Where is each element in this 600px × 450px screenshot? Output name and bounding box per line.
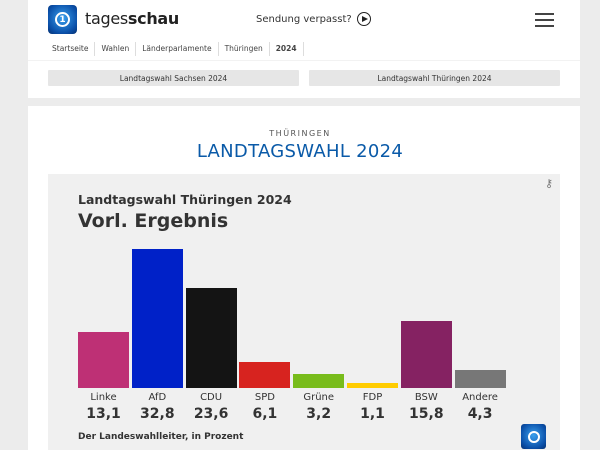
hamburger-icon[interactable] bbox=[535, 13, 554, 31]
party-label: Linke bbox=[90, 392, 117, 403]
missed-label: Sendung verpasst? bbox=[256, 13, 352, 25]
bar-fdp bbox=[347, 383, 398, 388]
share-icon[interactable]: ⚷ bbox=[545, 177, 554, 190]
party-label: BSW bbox=[414, 392, 438, 403]
party-label: Andere bbox=[462, 392, 498, 403]
chart-subtitle: Vorl. Ergebnis bbox=[78, 210, 229, 232]
breadcrumb-item[interactable]: Startseite bbox=[48, 42, 96, 56]
kicker: THÜRINGEN bbox=[269, 129, 331, 138]
ard-logo-icon bbox=[521, 424, 546, 449]
tab-sachsen[interactable]: Landtagswahl Sachsen 2024 bbox=[48, 70, 299, 86]
breadcrumb-item[interactable]: Länderparlamente bbox=[136, 42, 219, 56]
sendung-verpasst-link[interactable]: Sendung verpasst? bbox=[256, 12, 371, 26]
chart-title: Landtagswahl Thüringen 2024 bbox=[78, 192, 292, 207]
party-value: 1,1 bbox=[360, 406, 385, 422]
party-label: AfD bbox=[148, 392, 167, 403]
party-value: 13,1 bbox=[86, 406, 121, 422]
party-label: FDP bbox=[362, 392, 383, 403]
play-icon bbox=[356, 12, 371, 26]
breadcrumb-item[interactable]: Thüringen bbox=[219, 42, 270, 56]
chart-source: Der Landeswahlleiter, in Prozent bbox=[78, 432, 244, 442]
breadcrumb-item[interactable]: Wahlen bbox=[95, 42, 137, 56]
party-value: 3,2 bbox=[306, 406, 332, 422]
party-value: 15,8 bbox=[409, 406, 444, 422]
site-header: 1 tagesschau Sendung verpasst? Startseit… bbox=[28, 0, 580, 98]
party-label: CDU bbox=[200, 392, 223, 403]
tab-thueringen[interactable]: Landtagswahl Thüringen 2024 bbox=[309, 70, 560, 86]
breadcrumb: Startseite Wahlen Länderparlamente Thüri… bbox=[48, 42, 304, 56]
party-value: 6,1 bbox=[252, 406, 278, 422]
bar-cdu bbox=[185, 287, 237, 388]
breadcrumb-item-current: 2024 bbox=[270, 42, 304, 56]
election-chart: ⚷ Landtagswahl Thüringen 2024 Vorl. Erge… bbox=[48, 174, 560, 450]
page-title: LANDTAGSWAHL 2024 bbox=[196, 141, 404, 162]
bar-afd bbox=[131, 248, 183, 388]
tagesschau-logo-icon[interactable]: 1 bbox=[48, 5, 77, 34]
brand-bold: schau bbox=[127, 9, 180, 28]
brand-light: tages bbox=[85, 9, 128, 28]
bar-linke bbox=[78, 332, 129, 388]
bar-andere bbox=[454, 369, 506, 388]
bar-spd bbox=[239, 362, 291, 388]
brand-name[interactable]: tagesschau bbox=[85, 9, 179, 28]
party-label: SPD bbox=[254, 392, 275, 403]
party-value: 32,8 bbox=[140, 406, 175, 422]
party-value: 4,3 bbox=[467, 406, 493, 422]
divider bbox=[28, 60, 580, 61]
bar-bsw bbox=[400, 321, 452, 388]
party-label: Grüne bbox=[303, 392, 335, 403]
bar-grüne bbox=[293, 374, 345, 388]
party-value: 23,6 bbox=[193, 406, 229, 422]
